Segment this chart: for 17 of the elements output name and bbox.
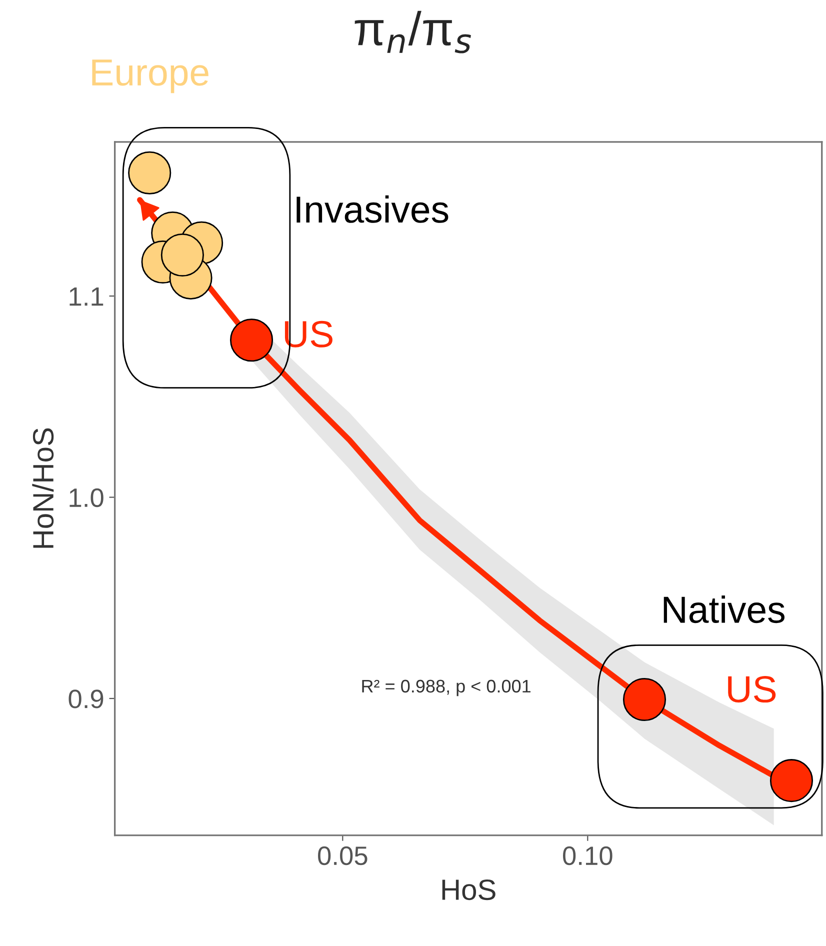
y-tick-label: 1.1 (70, 287, 104, 306)
x-axis-title: HoS (442, 879, 496, 900)
chart-title: π$_{n}$/π$_{s}$ (354, 10, 471, 54)
annotation: R² = 0.988, p < 0.001 (362, 680, 530, 696)
x-tick-label: 0.05 (318, 846, 368, 866)
point (230, 318, 274, 362)
point (622, 678, 666, 722)
y-tick-label: 1.0 (70, 488, 104, 508)
y-tick-label: 0.9 (68, 690, 104, 708)
annotation: Invasives (296, 195, 448, 223)
point (770, 759, 814, 802)
x-tick-label: 0.10 (563, 846, 612, 866)
annotation: US (728, 676, 776, 703)
annotation: Europe (92, 60, 208, 94)
annotation: Natives (664, 596, 784, 624)
point (128, 151, 172, 194)
y-axis-title: HoN/HoS (32, 428, 54, 548)
